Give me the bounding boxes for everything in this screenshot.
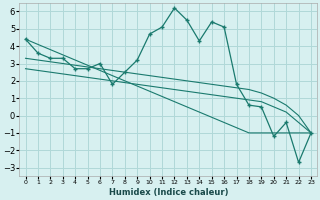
X-axis label: Humidex (Indice chaleur): Humidex (Indice chaleur)	[108, 188, 228, 197]
